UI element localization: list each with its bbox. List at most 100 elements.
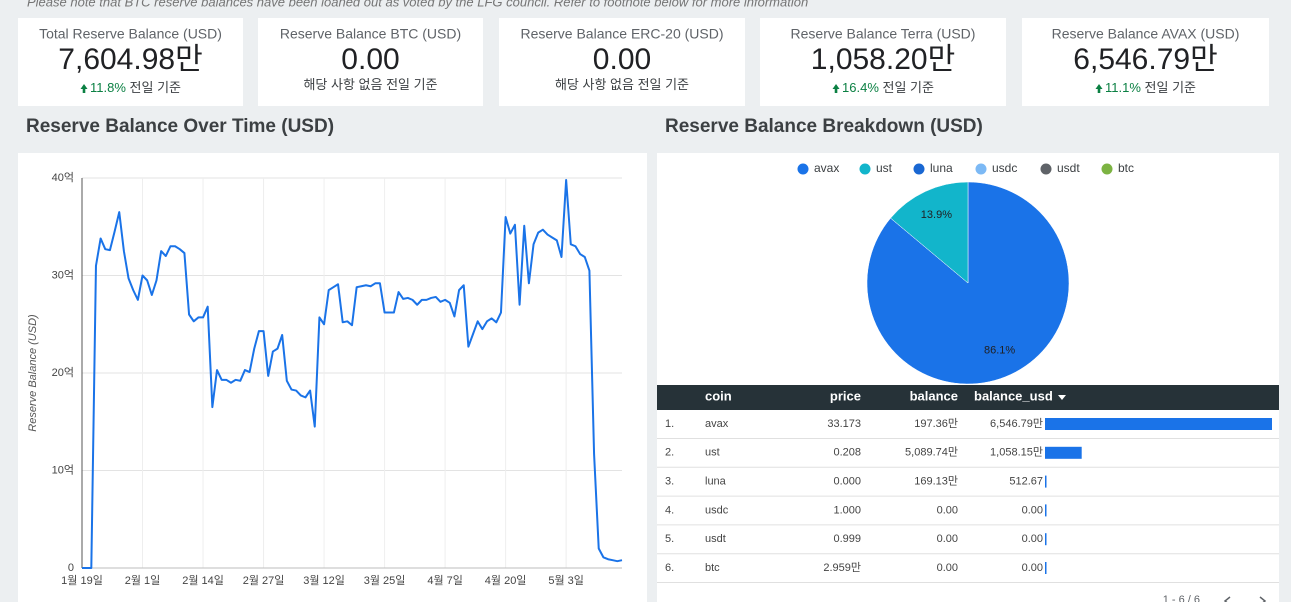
scorecard-comparison: 해당 사항 없음 전일 기준 [555, 77, 689, 92]
scorecard-comparison: 해당 사항 없음 전일 기준 [303, 77, 437, 92]
delta-arrow [832, 84, 840, 93]
cell-balance-usd: 0.00 [1022, 533, 1043, 545]
y-tick-label: 40억 [52, 171, 74, 184]
row-rank: 5. [665, 533, 674, 545]
cell-balance-usd: 512.67 [1009, 476, 1043, 488]
legend-swatch [975, 163, 987, 175]
cell-balance-usd: 6,546.79만 [990, 417, 1043, 430]
line-series [82, 178, 623, 569]
cell-coin: ust [705, 447, 720, 459]
y-tick-label: 10억 [52, 463, 74, 476]
row-rank: 4. [665, 504, 674, 516]
cell-balance: 169.13만 [914, 475, 958, 488]
scorecard-value: 0.00 [341, 43, 399, 76]
scorecard [760, 18, 1006, 106]
cell-price: 2.959만 [823, 561, 861, 574]
sort-icon [1058, 395, 1066, 400]
table-header [657, 385, 1279, 410]
scorecard-label: Total Reserve Balance (USD) [39, 26, 222, 42]
cell-price: 0.999 [833, 533, 861, 545]
scorecard-comparison: 16.4% 전일 기준 [842, 80, 934, 95]
x-tick-label: 3월 25일 [364, 573, 406, 587]
y-tick-label: 30억 [52, 268, 74, 281]
balance-bar [1045, 418, 1272, 430]
legend-label: usdc [992, 161, 1017, 175]
cell-balance-usd: 0.00 [1022, 504, 1043, 516]
cell-balance: 197.36만 [914, 417, 958, 430]
scorecard-comparison-text: 전일 기준 [883, 80, 934, 95]
scorecard-comparison-text: 해당 사항 없음 전일 기준 [555, 77, 689, 92]
balance-bar [1045, 533, 1047, 546]
scorecard-delta: 11.1% [1105, 80, 1141, 95]
x-tick-label: 2월 14일 [182, 573, 224, 587]
scorecard [18, 18, 243, 106]
cell-balance: 0.00 [937, 533, 958, 545]
balance-bar [1045, 504, 1047, 517]
cell-balance-usd: 0.00 [1022, 562, 1043, 574]
scorecard-delta: 11.8% [90, 80, 126, 95]
legend-label: luna [930, 161, 953, 175]
x-tick-label: 5월 3일 [548, 573, 584, 587]
scorecard-label: Reserve Balance AVAX (USD) [1052, 26, 1240, 42]
column-header: price [830, 388, 861, 403]
cell-balance: 5,089.74만 [905, 446, 958, 459]
x-tick-label: 1월 19일 [61, 573, 103, 587]
column-header: coin [705, 388, 732, 403]
cell-price: 33.173 [827, 418, 861, 430]
legend-swatch [1101, 163, 1113, 175]
y-tick-label: 0 [68, 562, 74, 574]
pie-title: Reserve Balance Breakdown (USD) [665, 116, 983, 137]
scorecard [1022, 18, 1269, 106]
scorecard-label: Reserve Balance BTC (USD) [280, 26, 461, 42]
scorecard-label: Reserve Balance Terra (USD) [791, 26, 976, 42]
cell-coin: luna [705, 476, 727, 488]
y-axis-label: Reserve Balance (USD) [27, 314, 39, 432]
cell-price: 0.208 [833, 447, 861, 459]
legend-label: btc [1118, 161, 1134, 175]
scorecard-value: 0.00 [593, 43, 651, 76]
scorecard-comparison: 11.1% 전일 기준 [1105, 80, 1196, 95]
pie-label: 86.1% [984, 345, 1015, 357]
scorecard-value: 6,546.79만 [1073, 43, 1217, 76]
pie-slice [890, 181, 969, 284]
pie-label: 13.9% [921, 209, 952, 221]
scorecard-delta: 16.4% [842, 80, 879, 95]
scorecard-comparison-text: 전일 기준 [1145, 80, 1196, 95]
scorecard-comparison: 11.8% 전일 기준 [90, 80, 181, 95]
cell-coin: usdt [705, 533, 726, 545]
row-rank: 6. [665, 562, 674, 574]
pagination: 1 - 6 / 6 [1163, 594, 1200, 602]
x-tick-label: 4월 20일 [485, 573, 527, 587]
scorecard-value: 1,058.20만 [811, 43, 955, 76]
cell-coin: usdc [705, 504, 729, 516]
scorecard-comparison-text: 해당 사항 없음 전일 기준 [303, 77, 437, 92]
legend-swatch [859, 163, 871, 175]
balance-bar [1045, 475, 1047, 488]
x-tick-label: 2월 27일 [243, 573, 285, 587]
x-tick-label: 2월 1일 [125, 573, 161, 587]
prev-page [1223, 596, 1231, 602]
line-title: Reserve Balance Over Time (USD) [26, 116, 334, 137]
y-tick-label: 20억 [52, 366, 74, 379]
delta-arrow [80, 84, 88, 93]
scorecard [258, 18, 483, 106]
row-rank: 3. [665, 476, 674, 488]
x-tick-label: 3월 12일 [303, 573, 345, 587]
delta-arrow [1095, 84, 1103, 93]
next-page [1259, 596, 1267, 602]
legend-label: avax [814, 161, 839, 175]
balance-bar [1045, 446, 1082, 459]
legend-swatch [797, 163, 809, 175]
scorecard-value: 7,604.98만 [58, 43, 202, 76]
cell-balance: 0.00 [937, 504, 958, 516]
legend-label: ust [876, 161, 893, 175]
scorecard-label: Reserve Balance ERC-20 (USD) [520, 26, 723, 42]
column-header: balance_usd [974, 388, 1053, 403]
cell-balance: 0.00 [937, 562, 958, 574]
legend-label: usdt [1057, 161, 1080, 175]
legend-swatch [913, 163, 925, 175]
cell-price: 1.000 [833, 504, 861, 516]
balance-bar [1045, 562, 1047, 574]
